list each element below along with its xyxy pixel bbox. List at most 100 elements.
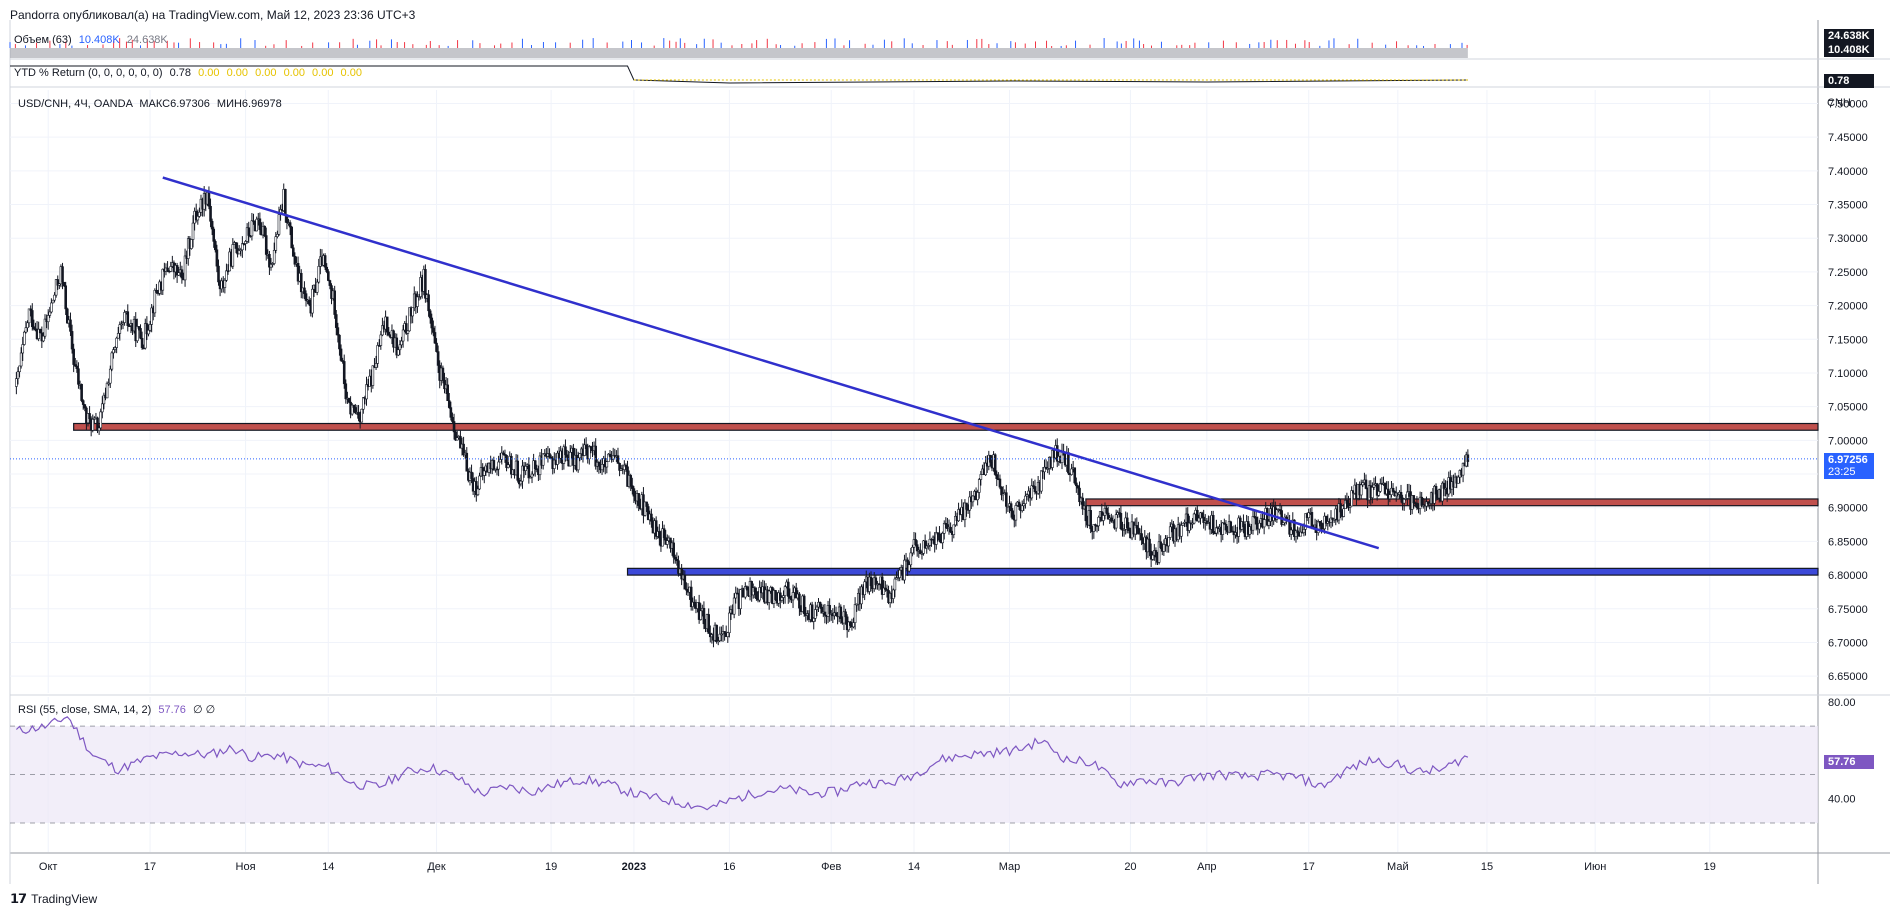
candle-body [1046,468,1049,470]
candle-body [977,479,981,493]
ytd-legend[interactable]: YTD % Return (0, 0, 0, 0, 0, 0) 0.78 0.0… [14,67,362,79]
candle-body [880,576,884,595]
candle-body [1278,509,1282,511]
candle-body [101,403,104,413]
candle-body [37,328,40,339]
candle-body [1441,482,1444,502]
candle-body [1014,505,1018,521]
candle-body [26,322,29,329]
candle-body [1359,484,1363,496]
candle-body [1242,521,1245,528]
candle-body [952,524,956,535]
price-tick-label: 7.00000 [1828,435,1868,447]
candle-body [549,456,553,459]
candle-body [527,464,531,479]
candle-body [963,502,967,521]
candle-body [629,475,633,486]
support-zone[interactable] [626,567,1819,576]
time-tick-label: 14 [908,861,920,873]
candle-body [454,431,457,441]
candle-body [646,506,650,521]
candle-body [99,411,103,429]
candle-body [965,502,968,510]
candle-body [1020,505,1024,511]
candle-body [290,226,294,249]
candle-body [497,461,500,470]
candle-body [680,568,683,580]
candle-body [347,397,351,403]
candle-body [1192,513,1196,524]
candle-body [1106,512,1110,520]
candle-body [923,540,927,549]
candle-body [1248,526,1252,535]
candle-body [707,614,710,634]
price-tick-label: 7.45000 [1828,132,1868,144]
candle-body [459,436,462,449]
candle-body [495,468,499,471]
volume-legend-value-2: 24.638K [126,34,168,46]
candle-body [1089,510,1092,530]
candle-body [976,492,979,501]
candle-body [911,547,914,554]
candle-body [1119,513,1123,530]
resistance-zone[interactable] [73,422,1819,431]
candle-body [720,633,723,636]
candle-body [739,589,742,610]
candle-body [993,454,997,475]
candle-body [1426,501,1430,505]
downtrend-line[interactable] [162,176,1380,550]
candle-body [1191,522,1194,525]
ytd-legend-label: YTD % Return (0, 0, 0, 0, 0, 0) [14,67,163,79]
candle-body [177,272,181,276]
candle-body [578,453,582,459]
candle-body [234,242,238,249]
candle-body [107,382,110,385]
candle-body [379,334,383,346]
footer-brand[interactable]: 𝟭𝟳 TradingView [10,891,97,907]
candle-body [1364,479,1368,489]
candle-body [877,583,881,586]
candle-body [885,589,889,591]
candle-body [1044,466,1048,470]
candle-body [1017,501,1021,507]
candle-body [1043,466,1046,473]
candle-body [1316,521,1320,533]
volume-legend[interactable]: Объем (63) 10.408K 24.638K [14,34,168,46]
candle-body [1000,486,1003,496]
candle-body [465,452,469,472]
candle-body [650,513,653,522]
main-legend[interactable]: USD/CNH, 4Ч, OANDA МАКС6.97306 МИН6.9697… [18,98,282,110]
resistance-zone[interactable] [1085,498,1819,507]
candle-body [909,552,913,566]
candle-body [299,272,303,293]
candle-body [732,597,736,615]
candle-body [677,560,680,574]
candle-body [815,606,819,610]
candle-body [1371,487,1374,498]
candle-body [1159,541,1162,548]
rsi-legend[interactable]: RSI (55, close, SMA, 14, 2) 57.76 ∅ ∅ [18,703,215,716]
candle-body [268,254,271,268]
candle-body [214,241,217,251]
candle-body [810,604,814,622]
candle-body [183,255,187,281]
candle-body [745,586,749,590]
candle-body [1025,494,1029,497]
candle-body [325,266,329,272]
candle-body [1140,533,1143,541]
candle-body [1321,528,1325,531]
candle-body [812,617,816,622]
time-tick-label: Фев [821,861,841,873]
candle-body [113,347,117,350]
ytd-zero-3: 0.00 [255,67,277,79]
candle-body [930,538,933,541]
candle-body [115,337,118,348]
candle-body [428,310,432,319]
candle-body [120,323,123,326]
candle-body [128,325,131,327]
candle-body [1125,517,1129,529]
ytd-zero-5: 0.00 [312,67,334,79]
candle-body [482,470,486,476]
main-legend-min: МИН6.96978 [216,98,282,110]
